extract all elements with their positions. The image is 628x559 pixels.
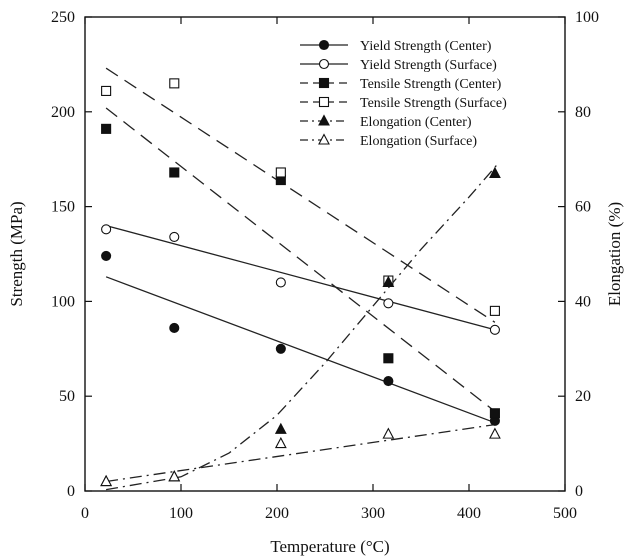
data-point: [489, 427, 501, 439]
data-point: [318, 58, 330, 70]
y2-axis-title: Elongation (%): [605, 202, 624, 306]
y2-tick-label: 20: [575, 388, 591, 405]
x-tick-label: 500: [553, 505, 577, 522]
y-tick-label: 100: [51, 293, 75, 310]
legend-label: Yield Strength (Center): [360, 39, 492, 54]
data-point: [168, 470, 181, 482]
data-point: [382, 427, 395, 439]
legend-label: Elongation (Surface): [360, 134, 477, 149]
x-tick-label: 400: [457, 505, 481, 522]
data-point: [383, 375, 394, 387]
fit-line: [105, 276, 496, 424]
data-point: [274, 422, 287, 434]
legend: Yield Strength (Center) Yield Strength (S…: [300, 39, 507, 149]
y-tick-label: 150: [51, 199, 75, 216]
y-axis-title: Strength (MPa): [7, 201, 26, 306]
x-tick-label: 300: [361, 505, 385, 522]
data-point: [101, 250, 112, 261]
legend-label: Elongation (Center): [360, 115, 472, 130]
fit-lines: [105, 67, 499, 491]
data-markers: [100, 78, 501, 487]
data-point: [382, 275, 395, 287]
data-point: [100, 474, 113, 487]
y2-tick-label: 100: [575, 9, 599, 26]
y-tick-label: 250: [51, 9, 75, 26]
y-tick-label: 50: [59, 388, 75, 405]
legend-label: Tensile Strength (Surface): [360, 96, 507, 111]
y2-axis-ticks: 0 20 40 60 80 100: [558, 9, 599, 500]
y-tick-label: 0: [67, 483, 75, 500]
data-point: [489, 324, 500, 335]
x-tick-label: 200: [265, 505, 289, 522]
x-tick-label: 0: [81, 505, 89, 522]
y2-tick-label: 80: [575, 104, 591, 121]
data-point: [318, 39, 330, 51]
y2-tick-label: 60: [575, 199, 591, 216]
legend-label: Yield Strength (Surface): [360, 58, 497, 73]
y-axis-ticks: 0 50 100 150 200 250: [51, 9, 92, 500]
data-point: [275, 167, 286, 178]
data-point: [169, 78, 180, 89]
y2-tick-label: 40: [575, 293, 591, 310]
legend-label: Tensile Strength (Center): [360, 77, 502, 92]
data-point: [274, 436, 287, 449]
data-point: [275, 343, 286, 354]
data-point: [318, 96, 330, 108]
data-point: [101, 123, 112, 134]
data-point: [383, 353, 394, 364]
data-point: [169, 231, 180, 242]
data-point: [489, 305, 500, 316]
plot-frame: [84, 16, 566, 492]
y-tick-label: 200: [51, 104, 75, 121]
fit-line: [105, 67, 496, 323]
data-point: [275, 277, 286, 288]
fit-line: [105, 224, 496, 331]
data-point: [169, 322, 180, 333]
fit-line: [106, 423, 495, 483]
x-tick-label: 100: [169, 505, 193, 522]
data-point: [318, 114, 330, 126]
data-point: [318, 133, 330, 145]
x-axis-title: Temperature (°C): [270, 537, 389, 556]
data-point: [318, 77, 330, 89]
data-point: [101, 224, 112, 235]
data-point: [489, 166, 501, 178]
data-point: [489, 408, 500, 419]
fit-line: [105, 107, 496, 412]
fit-line: [105, 163, 499, 491]
data-point: [383, 298, 394, 309]
data-point: [169, 167, 180, 178]
y2-tick-label: 0: [575, 483, 583, 500]
x-axis-ticks: 0 100 200 300 400 500: [81, 17, 577, 522]
data-point: [101, 85, 112, 96]
